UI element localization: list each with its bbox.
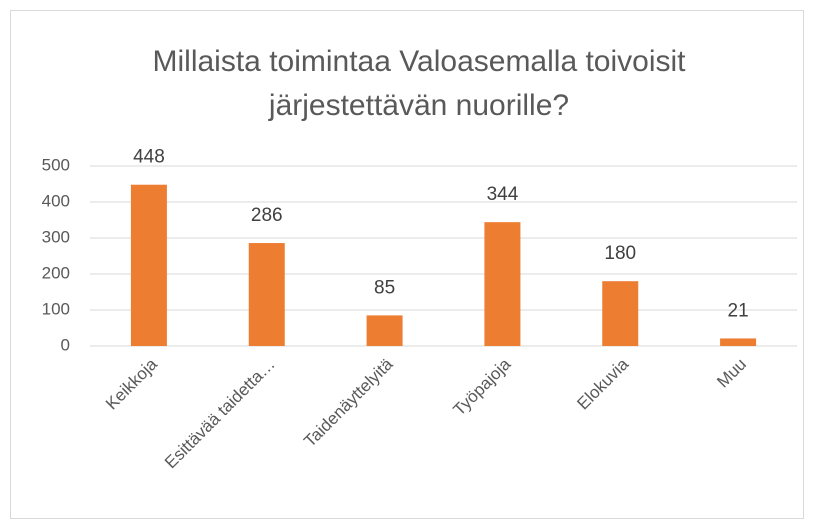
y-tick-label: 100 [42, 299, 70, 318]
bar [484, 222, 521, 346]
data-label: 448 [133, 147, 165, 168]
x-tick-label: Työpajoja [450, 354, 515, 419]
bar [130, 184, 167, 346]
x-tick-label: Muu [713, 355, 750, 392]
data-label: 21 [728, 300, 749, 321]
y-tick-label: 0 [61, 335, 70, 354]
bar [602, 281, 639, 346]
data-label: 85 [374, 277, 395, 298]
x-tick-label: Keikkoja [102, 354, 161, 413]
x-tick-label: Elokuvia [573, 354, 632, 413]
x-tick-label: Taidenäyttelyitä [300, 354, 397, 451]
data-label: 344 [487, 184, 519, 205]
bar [366, 315, 403, 346]
y-tick-label: 300 [42, 227, 70, 246]
chart-title: Millaista toimintaa Valoasemalla toivois… [152, 45, 686, 122]
chart-frame [10, 10, 804, 519]
y-tick-label: 200 [42, 263, 70, 282]
x-tick-label: Esittävää taidetta… [161, 355, 279, 473]
y-tick-label: 400 [42, 191, 70, 210]
data-label: 286 [251, 205, 283, 226]
bar [248, 243, 285, 346]
bar [720, 338, 757, 346]
y-tick-label: 500 [42, 155, 70, 174]
data-label: 180 [604, 243, 636, 264]
